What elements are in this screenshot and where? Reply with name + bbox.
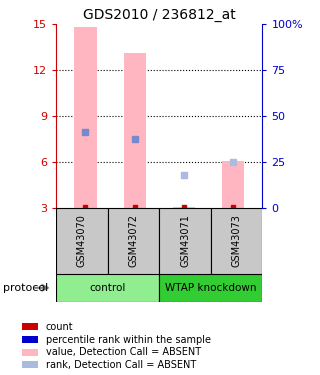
Text: value, Detection Call = ABSENT: value, Detection Call = ABSENT: [46, 347, 201, 357]
Text: percentile rank within the sample: percentile rank within the sample: [46, 334, 211, 345]
Text: count: count: [46, 322, 73, 332]
Text: WTAP knockdown: WTAP knockdown: [165, 283, 257, 293]
Text: GSM43073: GSM43073: [232, 214, 242, 267]
FancyBboxPatch shape: [159, 274, 262, 302]
FancyBboxPatch shape: [211, 208, 262, 274]
FancyBboxPatch shape: [108, 208, 159, 274]
Bar: [222, 161, 244, 208]
Bar: [22, 349, 38, 356]
Bar: [173, 207, 195, 208]
Bar: [22, 324, 38, 330]
Text: GSM43072: GSM43072: [128, 214, 139, 267]
Text: protocol: protocol: [3, 283, 48, 293]
Text: GSM43071: GSM43071: [180, 214, 190, 267]
FancyBboxPatch shape: [56, 208, 108, 274]
Bar: [22, 336, 38, 343]
Text: GSM43070: GSM43070: [77, 214, 87, 267]
FancyBboxPatch shape: [56, 274, 159, 302]
Bar: [22, 362, 38, 368]
Text: rank, Detection Call = ABSENT: rank, Detection Call = ABSENT: [46, 360, 196, 370]
Bar: [124, 54, 146, 208]
FancyBboxPatch shape: [159, 208, 211, 274]
Title: GDS2010 / 236812_at: GDS2010 / 236812_at: [83, 8, 236, 22]
Text: control: control: [89, 283, 126, 293]
Bar: [75, 27, 97, 208]
